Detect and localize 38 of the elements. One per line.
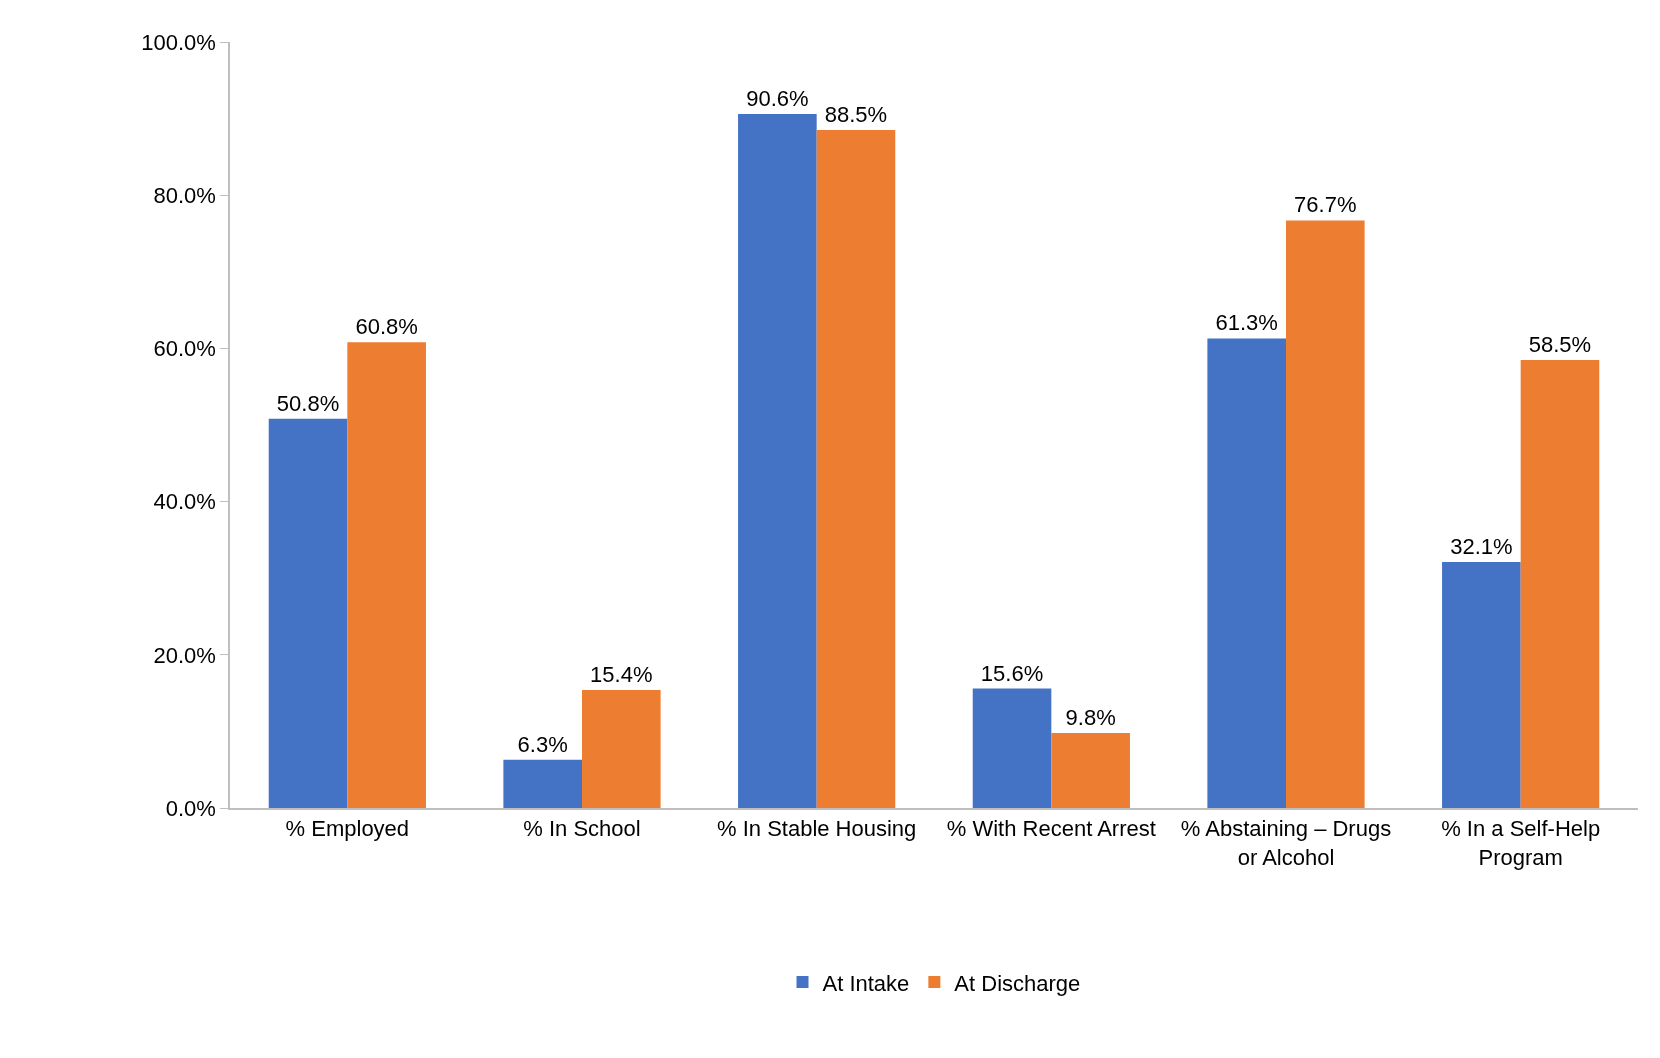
bar	[1286, 220, 1365, 808]
x-tick-label: % Abstaining – Drugs or Alcohol	[1180, 816, 1392, 870]
bar	[1442, 562, 1521, 808]
data-label: 88.5%	[824, 102, 888, 128]
data-label: 32.1%	[1450, 534, 1513, 560]
x-tick-label: % Employed	[285, 816, 410, 842]
bar	[816, 130, 896, 808]
bar	[347, 342, 426, 808]
y-tick-label: 40.0%	[153, 489, 216, 515]
data-label: 15.6%	[980, 660, 1044, 686]
x-tick-label: % In Stable Housing	[717, 816, 917, 842]
bar	[972, 688, 1052, 808]
data-label: 58.5%	[1528, 331, 1592, 357]
data-label: 9.8%	[1065, 704, 1116, 730]
bar	[268, 418, 348, 808]
bar	[1207, 338, 1286, 808]
legend-label: At Intake	[822, 970, 910, 996]
data-label: 61.3%	[1215, 310, 1278, 336]
bar	[503, 759, 582, 808]
y-tick-label: 0.0%	[165, 795, 216, 821]
bar	[738, 114, 817, 808]
y-tick-label: 20.0%	[153, 642, 216, 668]
bar	[1520, 359, 1600, 808]
bar	[1051, 732, 1130, 808]
x-tick-label: % With Recent Arrest	[946, 816, 1156, 842]
x-tick-label: % In a Self-Help Program	[1441, 816, 1601, 870]
data-label: 90.6%	[746, 86, 809, 111]
y-tick-label: 80.0%	[153, 182, 216, 208]
data-label: 50.8%	[276, 390, 340, 416]
data-label: 60.8%	[355, 314, 418, 340]
legend-label: At Discharge	[954, 970, 1081, 996]
y-tick-label: 100.0%	[141, 29, 216, 55]
data-label: 15.4%	[590, 662, 653, 688]
data-label: 76.7%	[1294, 192, 1357, 218]
y-tick-label: 60.0%	[153, 336, 216, 362]
bar	[582, 690, 661, 808]
x-tick-label: % In School	[523, 816, 641, 842]
data-label: 6.3%	[517, 731, 568, 757]
